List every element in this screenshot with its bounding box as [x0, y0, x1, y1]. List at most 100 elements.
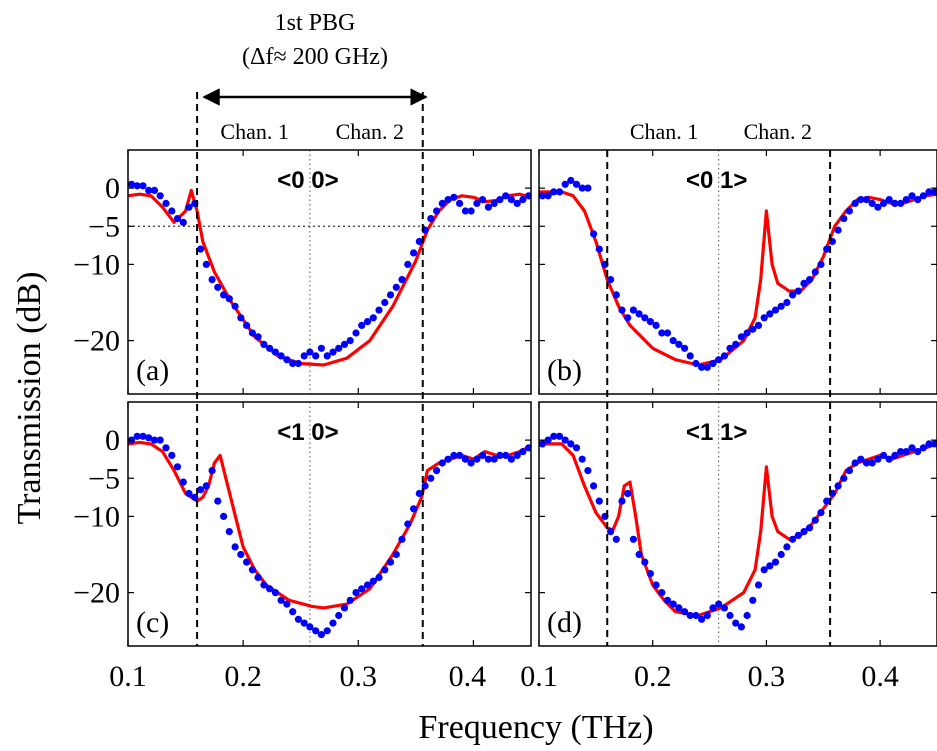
measured-point — [208, 467, 216, 475]
pbg-title-line2: (Δf≈ 200 GHz) — [242, 44, 388, 70]
measured-point — [323, 352, 331, 360]
y-tick-label: −5 — [88, 210, 120, 243]
measured-point — [162, 444, 170, 452]
measured-point — [652, 321, 660, 329]
measured-point — [473, 455, 481, 463]
measured-point — [754, 581, 763, 589]
measured-point — [698, 615, 706, 623]
measured-point — [145, 434, 153, 442]
measured-point — [703, 363, 711, 371]
y-tick-label: −20 — [73, 325, 120, 358]
measured-point — [329, 348, 337, 356]
measured-point — [891, 199, 899, 207]
measured-point — [845, 207, 854, 215]
measured-point — [726, 611, 734, 620]
measured-point — [456, 451, 464, 459]
measured-point — [283, 600, 291, 608]
measured-point — [312, 627, 320, 635]
measured-point — [260, 581, 268, 589]
measured-point — [410, 505, 418, 513]
measured-point — [237, 550, 245, 559]
measured-point — [214, 497, 222, 505]
measured-point — [128, 180, 136, 188]
measured-point — [914, 196, 922, 204]
measured-point — [243, 558, 251, 566]
measured-point — [578, 455, 586, 463]
measured-point — [225, 528, 233, 536]
x-axis-title: Frequency (THz) — [418, 709, 653, 746]
measured-point — [358, 585, 366, 593]
measured-point — [641, 558, 649, 566]
measured-point — [874, 455, 882, 463]
measured-point — [908, 192, 916, 200]
measured-point — [363, 581, 372, 589]
measured-point — [607, 276, 615, 284]
x-tick-label: 0.1 — [520, 660, 558, 693]
measured-point — [139, 182, 147, 190]
measured-point — [496, 196, 504, 204]
measured-point — [840, 215, 848, 223]
measured-point — [641, 314, 649, 322]
measured-point — [760, 566, 768, 574]
x-tick-label: 0.2 — [634, 660, 672, 693]
measured-point — [669, 337, 677, 345]
measured-point — [902, 196, 910, 204]
panel-title-c: <1 0> — [277, 419, 338, 446]
measured-point — [595, 497, 603, 505]
measured-point — [340, 340, 349, 348]
measured-point — [845, 467, 854, 475]
panel-frame-d — [538, 401, 937, 647]
measured-point — [618, 497, 626, 505]
measured-point — [294, 615, 302, 623]
measured-point — [427, 474, 435, 482]
measured-point — [156, 192, 164, 200]
measured-point — [539, 440, 546, 448]
measured-point — [369, 314, 377, 322]
y-tick-label: 0 — [105, 424, 120, 457]
measured-point — [266, 344, 274, 352]
measured-point — [248, 566, 256, 574]
measured-point — [323, 627, 331, 635]
measured-point — [914, 448, 922, 456]
y-tick-label: −10 — [73, 248, 120, 281]
measured-point — [572, 180, 581, 188]
measured-point — [823, 497, 831, 505]
measured-point — [404, 260, 412, 268]
measured-point — [415, 489, 423, 498]
measured-point — [254, 573, 262, 582]
measured-point — [561, 180, 569, 188]
measured-point — [502, 451, 510, 459]
measured-point — [507, 196, 515, 204]
measured-point — [766, 310, 774, 318]
measured-point — [862, 196, 871, 204]
measured-point — [897, 199, 905, 207]
measured-point — [612, 535, 620, 543]
measured-point — [646, 570, 655, 578]
measured-point — [185, 203, 193, 211]
measured-point — [857, 196, 865, 204]
measured-point — [919, 444, 928, 452]
measured-point — [283, 356, 291, 364]
measured-point — [404, 520, 412, 528]
model-curve-b — [539, 190, 937, 367]
measured-point — [392, 550, 400, 559]
x-tick-label: 0.4 — [861, 660, 899, 693]
measured-point — [555, 432, 564, 440]
measured-point — [507, 455, 515, 463]
measured-point — [185, 489, 193, 498]
measured-point — [715, 600, 723, 608]
measured-point — [726, 344, 734, 352]
measured-point — [300, 352, 308, 360]
measured-point — [525, 192, 531, 200]
measured-point — [777, 302, 785, 310]
measured-point — [484, 203, 492, 211]
measured-point — [675, 604, 683, 612]
measured-point — [737, 333, 746, 341]
measured-point — [925, 440, 933, 448]
measured-point — [133, 432, 141, 440]
measured-point — [663, 329, 672, 337]
measured-point — [794, 531, 802, 540]
measured-point — [196, 245, 205, 253]
measured-point — [306, 348, 314, 356]
measured-point — [658, 329, 666, 337]
